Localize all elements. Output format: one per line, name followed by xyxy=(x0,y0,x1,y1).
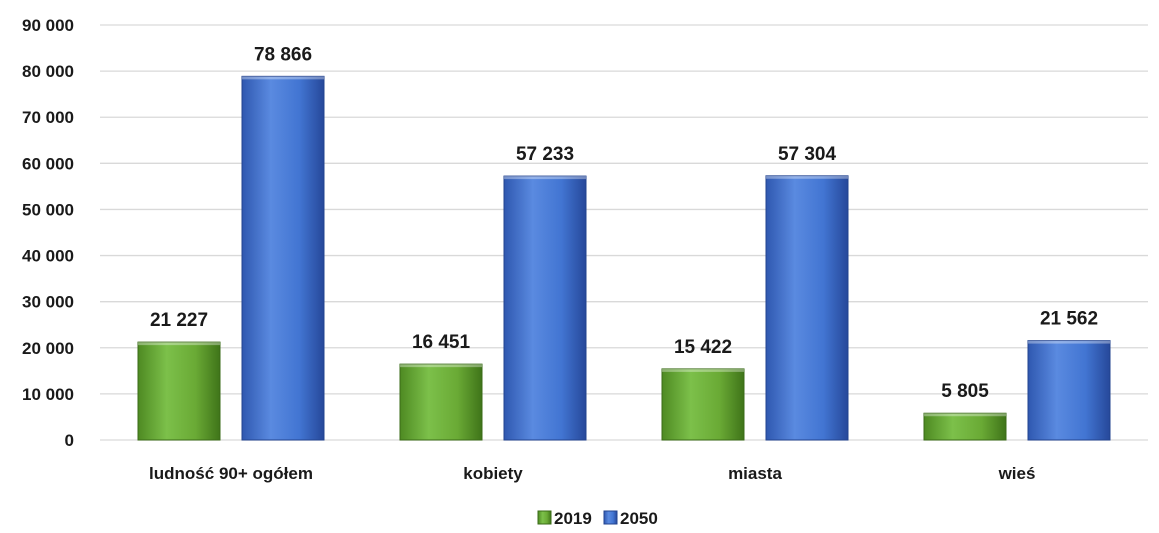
category-label: ludność 90+ ogółem xyxy=(149,464,313,483)
y-tick-label: 70 000 xyxy=(22,108,74,127)
bars xyxy=(137,75,1111,441)
category-label: wieś xyxy=(998,464,1036,483)
category-label: miasta xyxy=(728,464,782,483)
y-tick-label: 60 000 xyxy=(22,154,74,173)
data-label: 15 422 xyxy=(674,337,732,358)
data-label: 78 866 xyxy=(254,44,312,65)
bar-2050 xyxy=(503,175,587,441)
bar-highlight xyxy=(504,176,586,180)
bar-highlight xyxy=(924,413,1006,417)
data-label: 21 562 xyxy=(1040,309,1098,330)
bar-2019 xyxy=(137,341,221,441)
y-tick-label: 40 000 xyxy=(22,247,74,266)
y-axis-ticks: 0 10 000 20 000 30 000 40 000 50 000 60 000 70 … xyxy=(22,16,74,450)
y-tick-label: 0 xyxy=(65,431,74,450)
bar-highlight xyxy=(138,342,220,346)
data-label: 21 227 xyxy=(150,310,208,331)
data-label: 57 233 xyxy=(516,144,574,165)
bar-2050 xyxy=(241,75,325,441)
data-label: 57 304 xyxy=(778,144,837,165)
legend-label: 2050 xyxy=(620,509,658,528)
y-tick-label: 90 000 xyxy=(22,16,74,35)
bar-2019 xyxy=(399,363,483,441)
data-label: 16 451 xyxy=(412,332,471,353)
category-label: kobiety xyxy=(463,464,523,483)
x-axis-categories: ludność 90+ ogółem kobiety miasta wieś xyxy=(149,464,1035,483)
y-tick-label: 30 000 xyxy=(22,293,74,312)
bar-highlight xyxy=(242,76,324,80)
legend-label: 2019 xyxy=(554,509,592,528)
bar-highlight xyxy=(1028,340,1110,344)
bar-2050 xyxy=(1027,340,1111,441)
data-labels: 21 227 78 866 16 451 57 233 15 422 57 304 5 80… xyxy=(150,44,1098,402)
legend: 2019 2050 xyxy=(537,509,658,528)
bar-highlight xyxy=(766,175,848,179)
bar-highlight xyxy=(400,364,482,368)
bar-2019 xyxy=(661,368,745,441)
bar-highlight xyxy=(662,368,744,372)
y-tick-label: 50 000 xyxy=(22,200,74,219)
legend-swatch xyxy=(603,510,618,525)
y-tick-label: 20 000 xyxy=(22,339,74,358)
bar-2019 xyxy=(923,412,1007,441)
y-tick-label: 10 000 xyxy=(22,385,74,404)
legend-swatch xyxy=(537,510,552,525)
bar-2050 xyxy=(765,175,849,441)
data-label: 5 805 xyxy=(941,381,989,402)
y-tick-label: 80 000 xyxy=(22,62,74,81)
